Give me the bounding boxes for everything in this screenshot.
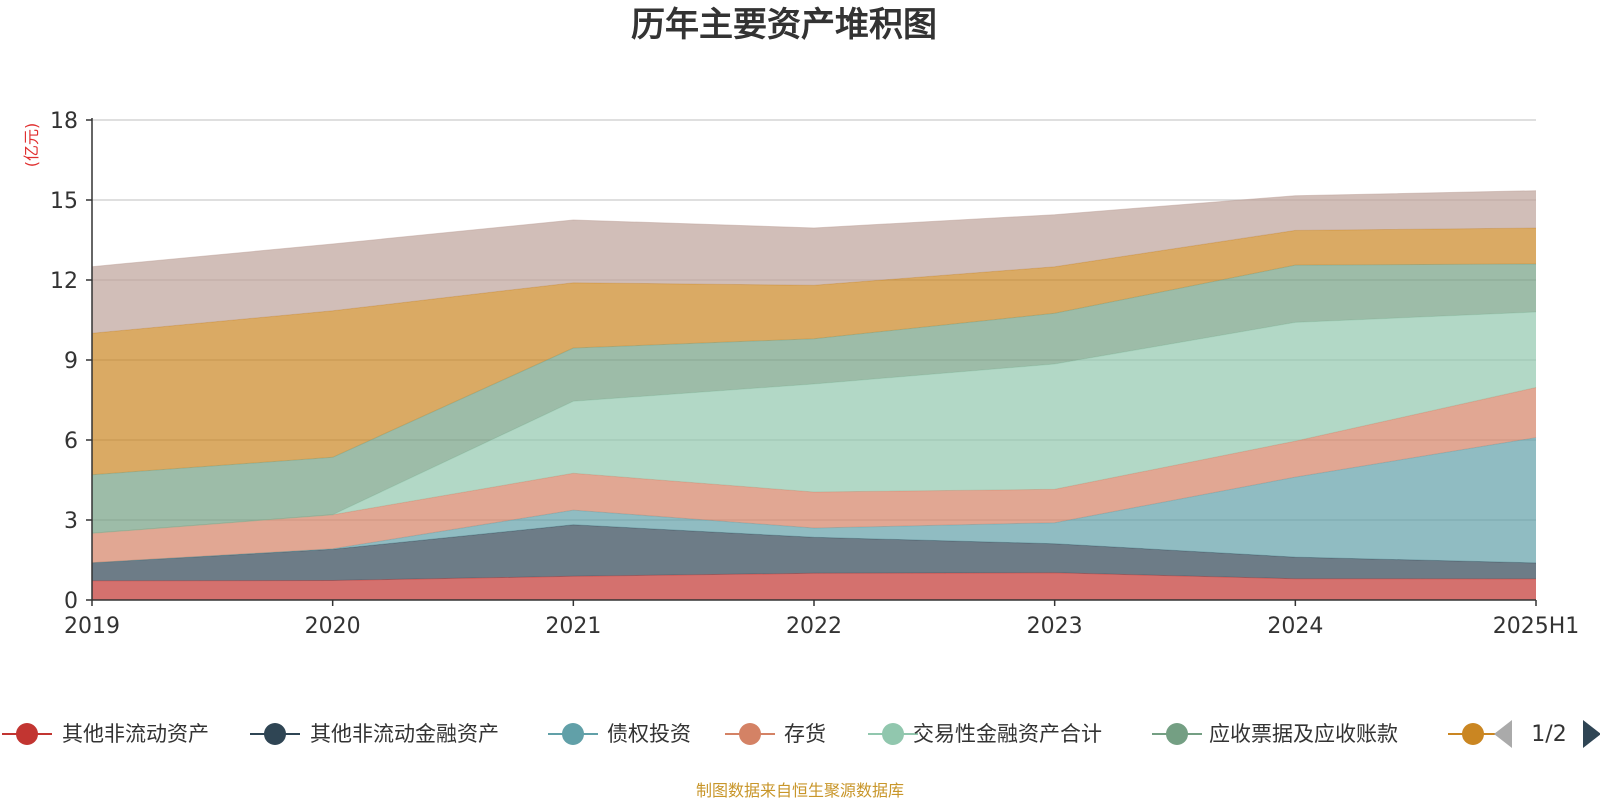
area-series-5: [92, 312, 1536, 534]
legend-circle-marker: [16, 723, 38, 745]
legend-circle-marker: [1166, 723, 1188, 745]
chart-title: 历年主要资产堆积图: [631, 5, 937, 45]
legend-label: 债权投资: [607, 722, 691, 746]
x-tick-label: 2019: [64, 614, 120, 639]
legend-circle-marker: [264, 723, 286, 745]
area-series-edge-8: [91, 190, 1537, 268]
area-series-1: [92, 572, 1536, 600]
legend-label: 应收票据及应收账款: [1209, 722, 1398, 746]
legend: 其他非流动资产 其他非流动金融资产 债权投资 存货 交易性金融资产合计 应收票据及应收账款: [2, 722, 1498, 746]
y-tick-label: 0: [64, 589, 78, 614]
y-tick-label: 12: [50, 269, 78, 294]
legend-item[interactable]: 存货: [725, 722, 826, 746]
area-series-6: [92, 264, 1536, 534]
area-series-3: [92, 437, 1536, 563]
legend-circle-marker: [1462, 723, 1484, 745]
legend-page-indicator: 1/2: [1531, 722, 1566, 747]
data-source-note: 制图数据来自恒生聚源数据库: [696, 781, 904, 800]
x-tick-label: 2023: [1027, 614, 1083, 639]
x-tick-label: 2025H1: [1493, 614, 1580, 639]
x-tick-label: 2024: [1267, 614, 1323, 639]
y-tick-label: 9: [64, 349, 78, 374]
legend-item[interactable]: 债权投资: [548, 722, 691, 746]
legend-next-page-icon[interactable]: [1583, 720, 1600, 748]
legend-item[interactable]: 应收票据及应收账款: [1152, 722, 1398, 746]
legend-label: 其他非流动资产: [62, 722, 209, 746]
y-tick-label: 6: [64, 429, 78, 454]
legend-label: 存货: [784, 722, 826, 746]
legend-item[interactable]: 其他非流动资产: [2, 722, 209, 746]
legend-circle-marker: [562, 723, 584, 745]
y-tick-label: 18: [50, 109, 78, 134]
y-axis-unit-label: (亿元): [22, 123, 41, 168]
legend-label: 其他非流动金融资产: [310, 722, 499, 746]
area-series-4: [92, 387, 1536, 563]
legend-circle-marker: [882, 723, 904, 745]
legend-item[interactable]: 交易性金融资产合计: [868, 722, 1102, 746]
area-series-group: [91, 190, 1537, 600]
legend-prev-page-icon[interactable]: [1494, 720, 1512, 748]
y-tick-label: 15: [50, 189, 78, 214]
area-series-2: [92, 524, 1536, 581]
legend-pager: 1/2: [1494, 720, 1600, 748]
legend-item[interactable]: [1448, 723, 1498, 745]
y-tick-label: 3: [64, 509, 78, 534]
area-series-8: [92, 190, 1536, 334]
legend-label: 交易性金融资产合计: [913, 722, 1102, 746]
x-tick-label: 2020: [305, 614, 361, 639]
x-tick-label: 2022: [786, 614, 842, 639]
legend-circle-marker: [739, 723, 761, 745]
x-tick-label: 2021: [545, 614, 601, 639]
legend-item[interactable]: 其他非流动金融资产: [250, 722, 499, 746]
area-series-7: [92, 228, 1536, 475]
axes: 0 3 6 9 12 15 18 2019 2020 2021 2022 2023 2024 2025H1: [50, 109, 1579, 639]
